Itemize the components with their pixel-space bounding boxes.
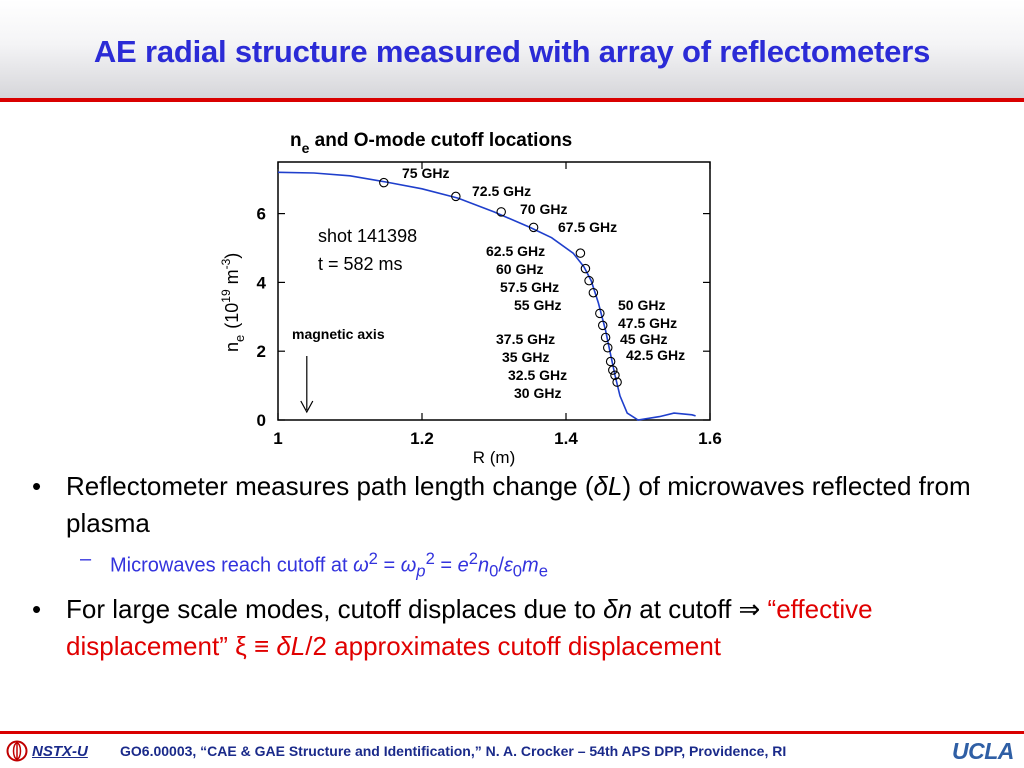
- x-axis-label: R (m): [473, 448, 515, 467]
- cutoff-marker: [584, 275, 594, 286]
- cutoff-marker: [496, 207, 506, 217]
- cutoff-marker: [603, 343, 613, 353]
- density-profile-curve: [277, 171, 696, 421]
- cutoff-label: 30 GHz: [514, 385, 561, 401]
- cutoff-marker: [528, 222, 539, 233]
- title-rule: [0, 98, 1024, 102]
- cutoff-label: 75 GHz: [402, 165, 449, 181]
- cutoff-label: 70 GHz: [520, 201, 567, 217]
- footer-rule: [0, 731, 1024, 734]
- cutoff-label: 67.5 GHz: [558, 219, 617, 235]
- ucla-logo: UCLA: [952, 738, 1014, 764]
- nstx-logo-icon: [6, 740, 28, 762]
- x-tick-label: 1.4: [554, 429, 578, 448]
- nstx-u-logo: NSTX-U: [6, 740, 88, 762]
- axis-arrow-head: [300, 400, 314, 414]
- bullet-list: • Reflectometer measures path length cha…: [30, 468, 1000, 665]
- y-tick-label: 2: [257, 342, 266, 361]
- bullet-reflectometer: • Reflectometer measures path length cha…: [32, 471, 971, 538]
- cutoff-marker: [612, 377, 622, 387]
- footer: NSTX-U GO6.00003, “CAE & GAE Structure a…: [0, 734, 1024, 768]
- cutoff-marker: [597, 320, 608, 331]
- cutoff-label: 62.5 GHz: [486, 243, 545, 259]
- x-tick-label: 1.6: [698, 429, 722, 448]
- x-tick-label: 1.2: [410, 429, 434, 448]
- density-profile-chart: ne and O-mode cutoff locations 1 1.2 1.4 1.…: [219, 130, 722, 467]
- cutoff-label: 37.5 GHz: [496, 331, 555, 347]
- x-tick-label: 1: [273, 429, 282, 448]
- cutoff-marker: [575, 248, 586, 258]
- slide-title: AE radial structure measured with array …: [93, 34, 931, 69]
- cutoff-label: 32.5 GHz: [508, 367, 567, 383]
- cutoff-marker: [588, 287, 599, 298]
- cutoff-label: 47.5 GHz: [618, 315, 677, 331]
- x-axis-ticks: 1 1.2 1.4 1.6: [273, 162, 722, 448]
- y-axis-ticks: 0 2 4 6: [257, 205, 710, 430]
- title-bar: AE radial structure measured with array …: [0, 0, 1024, 98]
- cutoff-marker: [600, 332, 611, 343]
- svg-text:ne(1019 m-3): ne(1019 m-3): [219, 253, 247, 352]
- shot-label: shot 141398: [318, 226, 417, 246]
- cutoff-label: 35 GHz: [502, 349, 549, 365]
- footer-citation: GO6.00003, “CAE & GAE Structure and Iden…: [120, 743, 787, 759]
- cutoff-label: 72.5 GHz: [472, 183, 531, 199]
- cutoff-labels: 75 GHz 72.5 GHz 70 GHz 67.5 GHz 62.5 GHz 60 G…: [402, 165, 685, 401]
- cutoff-label: 42.5 GHz: [626, 347, 685, 363]
- time-label: t = 582 ms: [318, 254, 403, 274]
- magnetic-axis-label: magnetic axis: [292, 326, 385, 342]
- magnetic-axis-arrow: [300, 356, 314, 414]
- y-tick-label: 0: [257, 411, 266, 430]
- cutoff-marker: [610, 370, 620, 381]
- cutoff-label: 55 GHz: [514, 297, 561, 313]
- chart-title: ne and O-mode cutoff locations: [290, 130, 572, 156]
- plot-frame: [277, 161, 711, 421]
- cutoff-label: 60 GHz: [496, 261, 543, 277]
- y-tick-label: 6: [257, 205, 266, 224]
- y-tick-label: 4: [257, 273, 267, 292]
- cutoff-marker: [451, 191, 461, 202]
- cutoff-marker: [605, 356, 616, 367]
- cutoff-marker: [580, 263, 591, 274]
- bullet-large-scale-modes: • For large scale modes, cutoff displace…: [32, 593, 873, 661]
- sub-bullet-cutoff: – Microwaves reach cutoff at ω2 = ωp2 = …: [80, 548, 548, 581]
- cutoff-marker: [608, 365, 618, 375]
- cutoff-marker: [595, 308, 605, 319]
- cutoff-label: 57.5 GHz: [500, 279, 559, 295]
- cutoff-marker: [379, 177, 389, 188]
- cutoff-label: 50 GHz: [618, 297, 665, 313]
- cutoff-markers: [379, 177, 622, 387]
- cutoff-label: 45 GHz: [620, 331, 667, 347]
- y-axis-label: ne(1019 m-3): [219, 253, 247, 352]
